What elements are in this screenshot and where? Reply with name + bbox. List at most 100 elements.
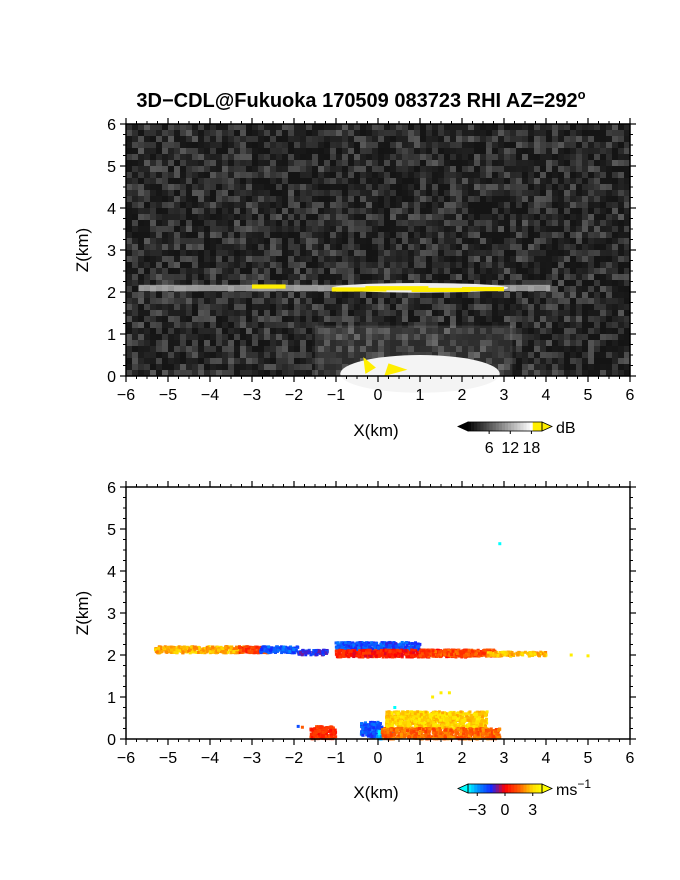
noise-cell [390,172,396,178]
noise-cell [234,136,240,142]
noise-cell [252,124,258,130]
noise-cell [444,322,450,328]
noise-cell [570,346,576,352]
noise-cell [282,256,288,262]
noise-cell [438,280,444,286]
noise-cell [624,280,630,286]
noise-cell [150,166,156,172]
noise-cell [306,352,312,358]
noise-cell [270,322,276,328]
colorbar-cell [532,422,537,431]
noise-cell [246,184,252,190]
noise-cell [162,220,168,226]
noise-cell [582,352,588,358]
velocity-point [219,645,223,649]
noise-cell [348,124,354,130]
noise-cell [558,328,564,334]
noise-cell [444,304,450,310]
noise-cell [558,352,564,358]
velocity-point [250,649,254,653]
noise-cell [438,202,444,208]
noise-cell [474,196,480,202]
noise-cell [576,184,582,190]
velocity-point [268,648,272,652]
noise-cell [180,208,186,214]
noise-cell [510,172,516,178]
noise-cell [624,166,630,172]
noise-cell [564,238,570,244]
noise-cell [168,136,174,142]
velocity-point [307,651,311,655]
noise-cell [282,364,288,370]
noise-cell [126,142,132,148]
noise-cell [246,124,252,130]
noise-cell [180,226,186,232]
noise-cell [468,238,474,244]
noise-cell [354,226,360,232]
noise-cell [366,136,372,142]
noise-cell [516,304,522,310]
velocity-point [298,651,302,655]
noise-cell [210,196,216,202]
noise-cell [486,358,492,364]
noise-cell [300,136,306,142]
noise-cell [408,190,414,196]
noise-cell [366,148,372,154]
noise-cell [222,316,228,322]
noise-cell [600,226,606,232]
noise-cell [354,358,360,364]
velocity-point [405,644,409,648]
noise-cell [504,298,510,304]
noise-cell [168,124,174,130]
noise-cell [480,226,486,232]
noise-cell [300,178,306,184]
noise-cell [552,286,558,292]
noise-cell [594,232,600,238]
noise-cell [492,358,498,364]
x-tick-label: 1 [416,387,425,404]
noise-cell [186,148,192,154]
noise-cell [324,184,330,190]
velocity-point [182,645,186,649]
noise-cell [138,274,144,280]
noise-cell [342,232,348,238]
noise-cell [126,340,132,346]
noise-cell [582,166,588,172]
noise-cell [162,310,168,316]
noise-cell [282,226,288,232]
noise-cell [330,190,336,196]
noise-cell [624,304,630,310]
noise-cell [540,274,546,280]
noise-cell [420,304,426,310]
noise-cell [342,142,348,148]
noise-cell [150,346,156,352]
noise-cell [468,310,474,316]
noise-cell [438,136,444,142]
noise-cell [558,304,564,310]
noise-cell [516,370,522,376]
noise-cell [480,346,486,352]
noise-cell [612,316,618,322]
noise-cell [288,142,294,148]
noise-cell [612,322,618,328]
noise-cell [204,142,210,148]
noise-cell [444,136,450,142]
noise-cell [552,370,558,376]
noise-cell [198,256,204,262]
noise-cell [216,328,222,334]
noise-cell [360,172,366,178]
noise-cell [354,160,360,166]
noise-cell [402,214,408,220]
noise-cell [390,160,396,166]
noise-cell [198,130,204,136]
noise-cell [348,172,354,178]
noise-cell [504,184,510,190]
noise-cell [588,358,594,364]
noise-cell [558,334,564,340]
noise-cell [534,292,540,298]
noise-cell [192,298,198,304]
noise-cell [168,256,174,262]
noise-cell [588,142,594,148]
noise-cell [396,298,402,304]
noise-cell [618,334,624,340]
